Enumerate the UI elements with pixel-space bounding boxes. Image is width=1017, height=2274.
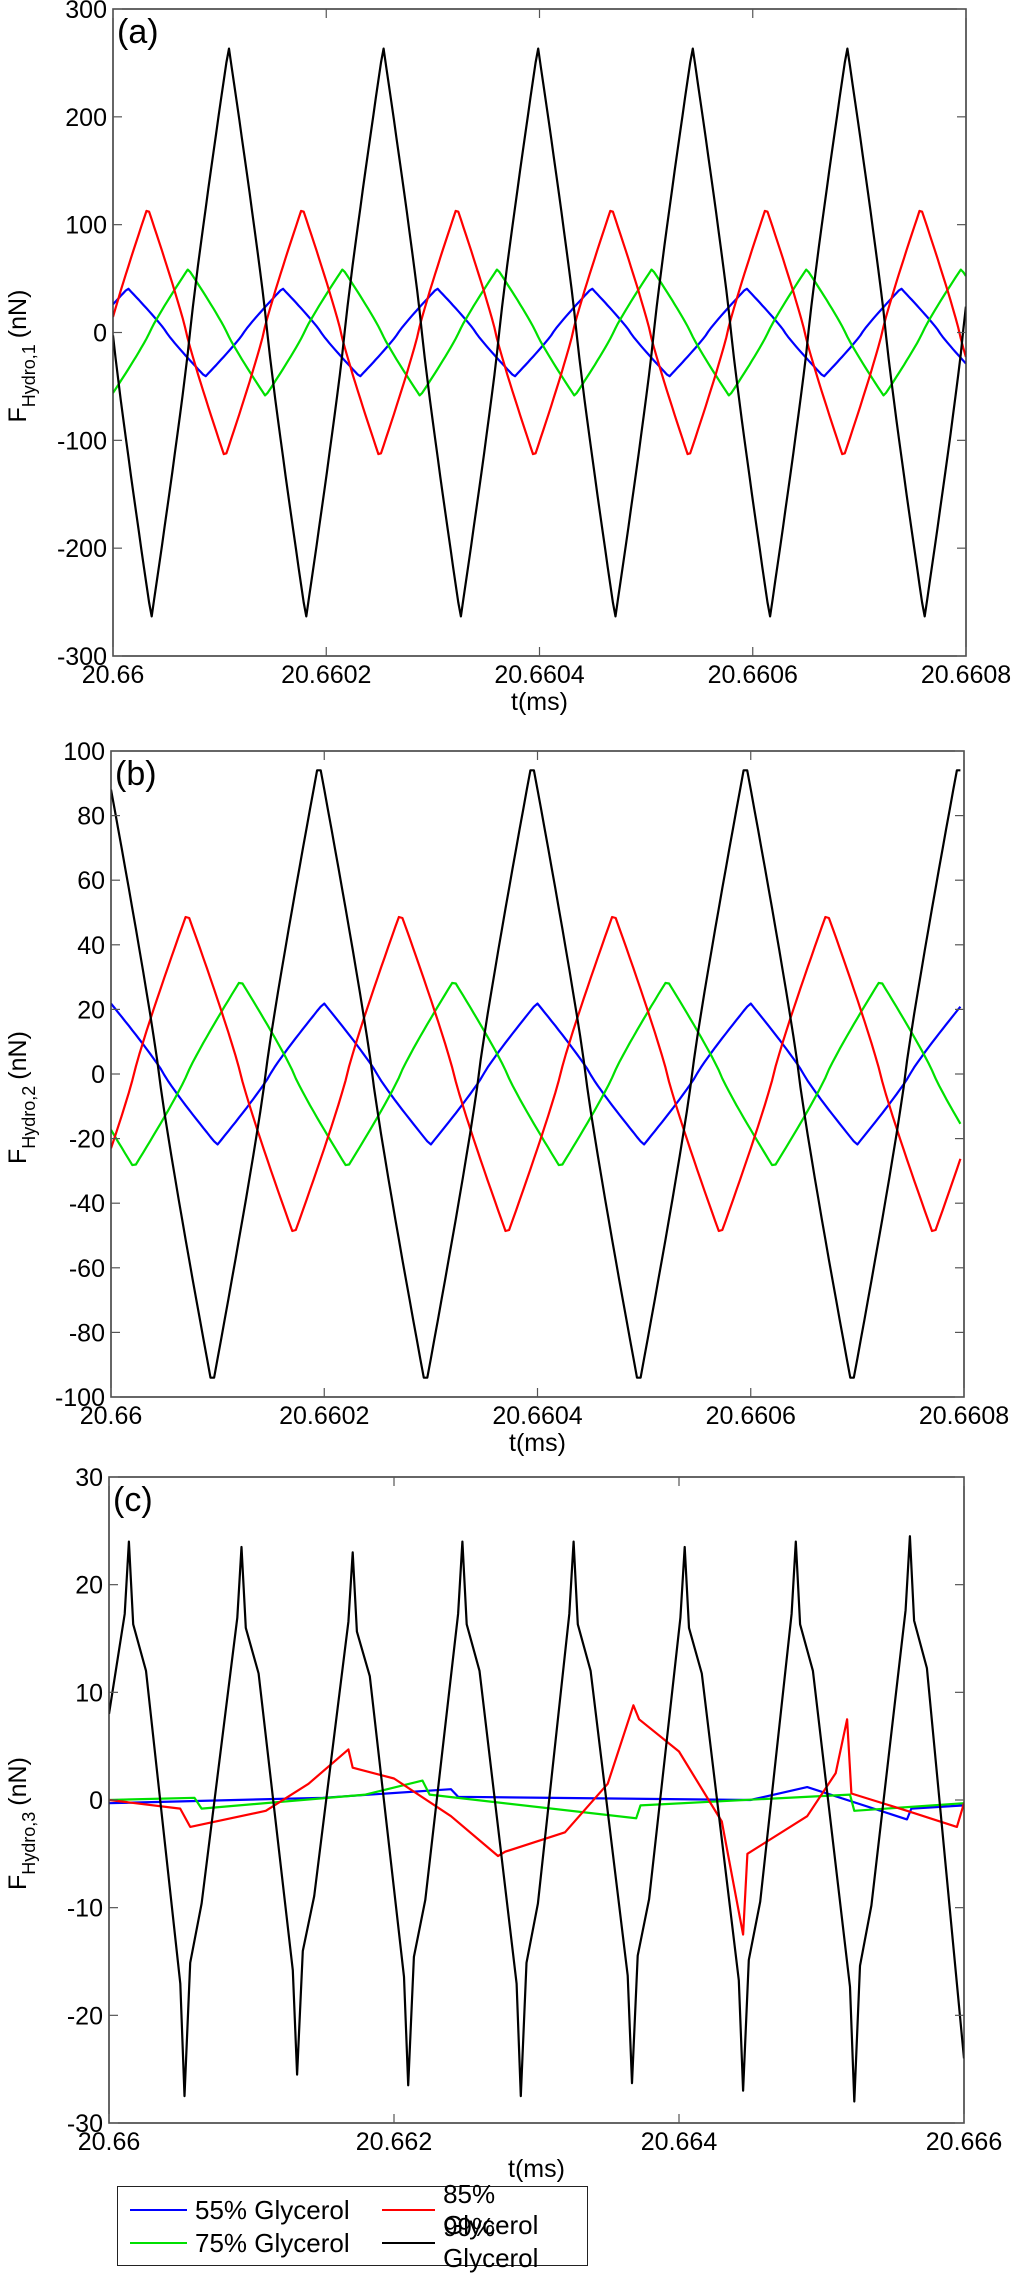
x-tick-label: 20.6602 — [279, 1402, 369, 1430]
y-tick-label: 60 — [77, 867, 105, 895]
legend-swatch-blue — [130, 2209, 187, 2211]
x-tick-label: 20.6608 — [921, 661, 1011, 689]
legend-item-85: 85% Glycerol — [382, 2179, 587, 2240]
legend-swatch-black — [382, 2242, 436, 2244]
x-tick-label: 20.6606 — [706, 1402, 796, 1430]
x-tick-label: 20.664 — [641, 2128, 718, 2156]
y-tick-label: -40 — [69, 1190, 105, 1218]
series-55-glycerol — [113, 287, 966, 378]
plot-area — [109, 1535, 964, 2103]
y-tick-label: -200 — [57, 535, 107, 563]
x-axis-label: t(ms) — [509, 1429, 566, 1457]
y-axis-label: FHydro,1(nN) — [4, 290, 39, 423]
y-tick-label: -30 — [67, 2110, 103, 2138]
panel-label: (c) — [113, 1481, 153, 1519]
y-tick-label: -100 — [57, 427, 107, 455]
y-tick-label: -100 — [55, 1384, 105, 1412]
y-tick-label: -80 — [69, 1319, 105, 1347]
legend-label: 75% Glycerol — [195, 2227, 350, 2258]
x-tick-label: 20.666 — [926, 2128, 1002, 2156]
y-tick-label: 0 — [89, 1787, 103, 1815]
y-tick-label: 200 — [65, 104, 107, 132]
plot-area — [113, 47, 966, 618]
x-axis-label: t(ms) — [508, 2155, 565, 2183]
panel-label: (a) — [117, 13, 159, 51]
legend-item-75: 75% Glycerol — [130, 2228, 350, 2258]
series-85-glycerol — [113, 209, 966, 456]
series-99-glycerol — [111, 769, 961, 1379]
series-99-glycerol — [113, 47, 966, 618]
y-tick-label: -20 — [69, 1126, 105, 1154]
y-tick-label: 100 — [63, 738, 105, 766]
plot-area — [111, 769, 962, 1379]
x-tick-label: 20.6604 — [492, 1402, 582, 1430]
y-tick-label: 10 — [75, 1679, 103, 1707]
series-55-glycerol — [109, 1785, 964, 1821]
y-tick-label: 100 — [65, 212, 107, 240]
series-85-glycerol — [109, 1704, 964, 1936]
y-axis-label: FHydro,3(nN) — [4, 1757, 39, 1890]
series-75-glycerol — [113, 268, 966, 397]
y-tick-label: 20 — [75, 1572, 103, 1600]
series-99-glycerol — [109, 1535, 964, 2103]
y-tick-label: 0 — [93, 320, 107, 348]
y-tick-label: 0 — [91, 1061, 105, 1089]
legend-label: 99% Glycerol — [443, 2212, 539, 2273]
x-tick-label: 20.66 — [78, 2128, 141, 2156]
legend-item-55: 55% Glycerol — [130, 2195, 350, 2225]
y-tick-label: 20 — [77, 996, 105, 1024]
x-axis-label: t(ms) — [511, 688, 568, 716]
y-tick-label: 30 — [75, 1464, 103, 1492]
legend-label: 85% Glycerol — [443, 2179, 539, 2240]
legend-swatch-green — [130, 2242, 187, 2244]
x-tick-label: 20.6608 — [919, 1402, 1009, 1430]
y-tick-label: -20 — [67, 2002, 103, 2030]
x-tick-label: 20.6602 — [281, 661, 371, 689]
y-tick-label: 80 — [77, 803, 105, 831]
y-tick-label: -300 — [57, 643, 107, 671]
x-tick-label: 20.662 — [356, 2128, 432, 2156]
chart-legend: 55% Glycerol 85% Glycerol 75% Glycerol 9… — [117, 2179, 588, 2273]
y-axis-label: FHydro,2(nN) — [4, 1031, 39, 1164]
x-tick-label: 20.6604 — [494, 661, 584, 689]
series-55-glycerol — [111, 1002, 962, 1146]
legend-swatch-red — [382, 2209, 436, 2211]
y-tick-label: 300 — [65, 0, 107, 24]
series-75-glycerol — [111, 981, 962, 1167]
x-tick-label: 20.66 — [82, 661, 145, 689]
x-tick-label: 20.6606 — [708, 661, 798, 689]
panel-label: (b) — [115, 755, 157, 793]
x-tick-label: 20.66 — [80, 1402, 143, 1430]
y-tick-label: 40 — [77, 932, 105, 960]
legend-label: 55% Glycerol — [195, 2194, 350, 2225]
y-tick-label: -60 — [69, 1255, 105, 1283]
series-85-glycerol — [111, 915, 962, 1233]
legend-item-99: 99% Glycerol — [382, 2212, 587, 2273]
y-tick-label: -10 — [67, 1895, 103, 1923]
series-75-glycerol — [109, 1779, 964, 1820]
